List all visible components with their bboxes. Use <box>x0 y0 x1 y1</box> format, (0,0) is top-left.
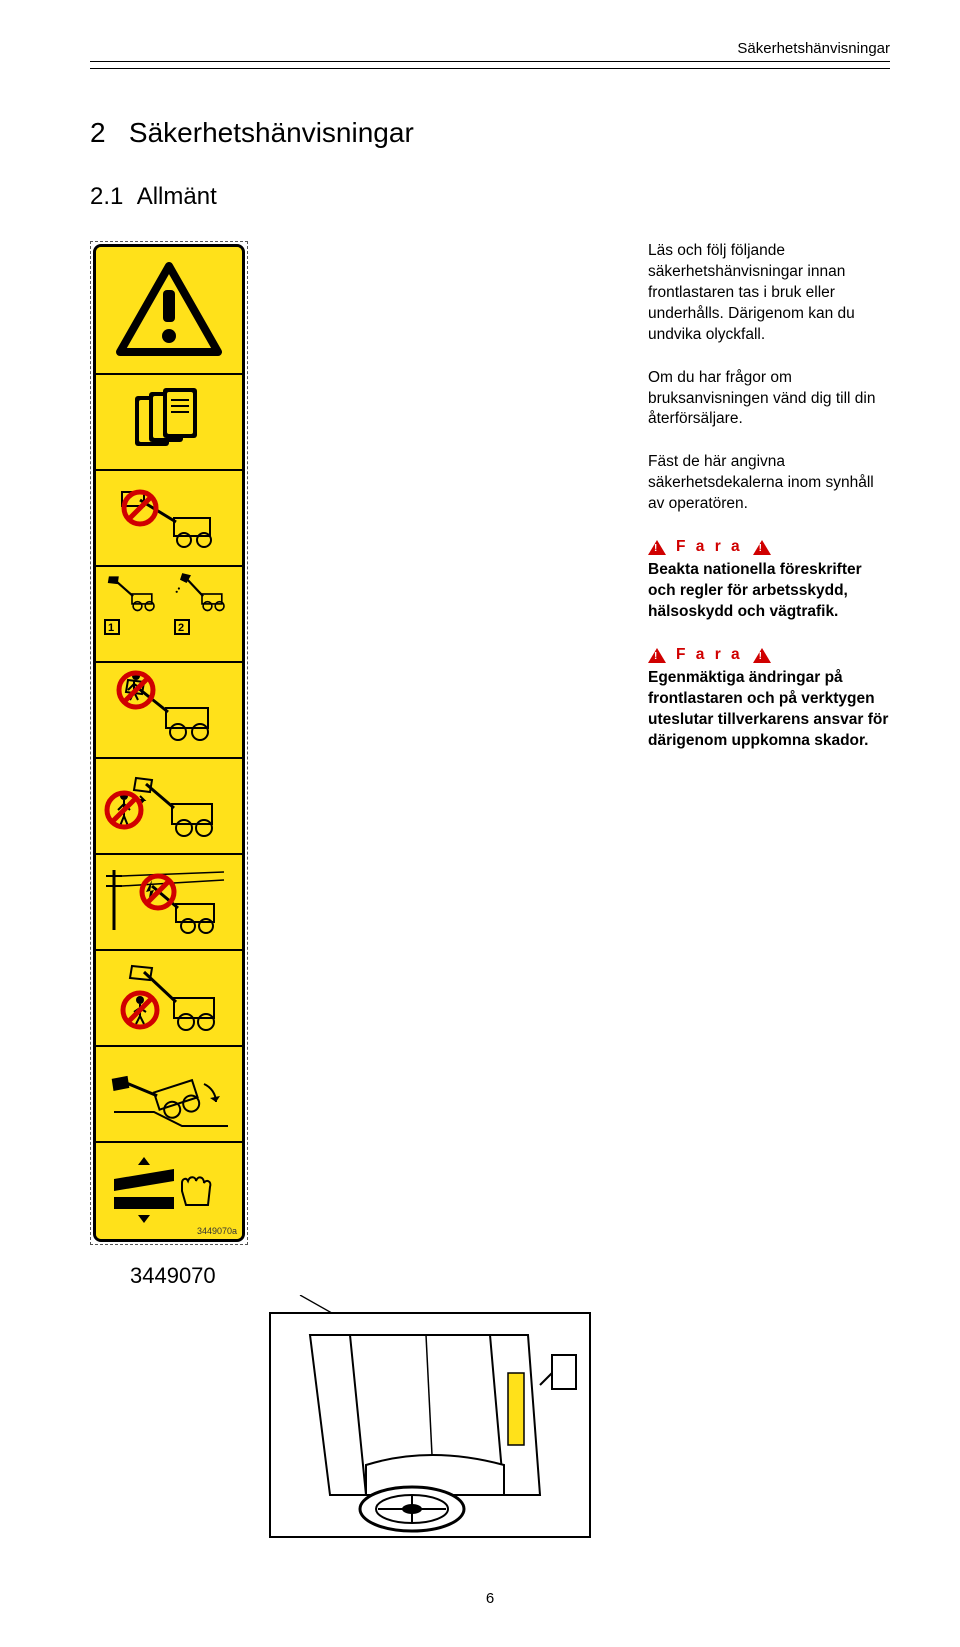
fara-text-2: Egenmäktiga ändringar på frontlastaren o… <box>648 668 890 752</box>
chapter-title: Säkerhetshänvisningar <box>129 117 414 148</box>
warning-triangle-icon <box>648 648 666 663</box>
body-text: Läs och följ följande säkerhetshänvisnin… <box>648 241 890 773</box>
decal-read-manual <box>96 375 242 471</box>
paragraph-1: Läs och följ följande säkerhetshänvisnin… <box>648 241 890 346</box>
decal-power-line <box>96 855 242 951</box>
paragraph-2: Om du har frågor om bruksanvisningen vän… <box>648 368 890 431</box>
svg-text:2: 2 <box>178 622 184 634</box>
section-title: Allmänt <box>137 183 217 210</box>
cab-illustration <box>240 1295 620 1560</box>
decal-warning-triangle <box>96 247 242 375</box>
decal-tip-hazard <box>96 1047 242 1143</box>
fara-text-1: Beakta nationella föreskrifter och regle… <box>648 560 890 623</box>
section-heading: 2.1 Allmänt <box>90 183 890 211</box>
svg-text:1: 1 <box>108 622 114 634</box>
warning-triangle-icon <box>648 540 666 555</box>
decal-caption: 3449070a <box>197 1226 237 1236</box>
warning-triangle-icon <box>753 648 771 663</box>
fara-heading-2: F a r a <box>648 645 890 666</box>
fara-label: F a r a <box>676 537 743 558</box>
warning-triangle-icon <box>753 540 771 555</box>
decal-no-fork-lift <box>96 471 242 567</box>
decal-no-bystander <box>96 759 242 855</box>
chapter-number: 2 <box>90 117 106 148</box>
fara-label: F a r a <box>676 645 743 666</box>
chapter-heading: 2 Säkerhetshänvisningar <box>90 117 890 149</box>
running-header: Säkerhetshänvisningar <box>90 40 890 62</box>
header-rule <box>90 68 890 69</box>
decal-no-under-load <box>96 951 242 1047</box>
page-number: 6 <box>90 1590 890 1607</box>
paragraph-3: Fäst de här angivna säkerhetsdekalerna i… <box>648 452 890 515</box>
decal-crush-hand: 3449070a <box>96 1143 242 1239</box>
fara-heading-1: F a r a <box>648 537 890 558</box>
safety-decal-strip: 1 2 <box>90 241 620 1560</box>
decal-part-number: 3449070 <box>130 1263 620 1289</box>
decal-no-riders <box>96 663 242 759</box>
decal-dump-sequence: 1 2 <box>96 567 242 663</box>
section-number: 2.1 <box>90 183 123 210</box>
